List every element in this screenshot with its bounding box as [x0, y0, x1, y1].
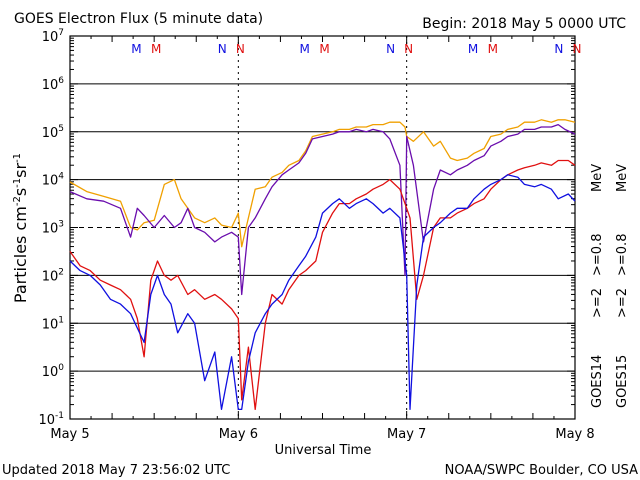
legend-goes14: GOES14 [590, 355, 605, 408]
marker-m: M [300, 42, 310, 56]
series-line-3 [69, 174, 576, 411]
y-tick-label: 103 [42, 220, 64, 237]
marker-n: N [218, 42, 227, 56]
series-line-0 [69, 119, 576, 248]
y-tick-labels: 107 106 105 104 103 102 101 100 10-1 [38, 28, 64, 428]
series-line-2 [69, 159, 576, 411]
y-tick-label: 105 [42, 124, 64, 141]
y-tick-label: 107 [42, 28, 64, 45]
y-axis-label: Particles cm-2s-1sr-1 [11, 153, 30, 303]
series-line-1 [69, 123, 576, 296]
legend-goes14-2mev: >=2 [590, 288, 605, 318]
updated-time: Updated 2018 May 7 23:56:02 UTC [2, 463, 230, 478]
day-separators [69, 36, 576, 419]
gridlines [70, 35, 575, 420]
marker-m: M [151, 42, 161, 56]
y-tick-label: 104 [42, 172, 65, 189]
chart-title: GOES Electron Flux (5 minute data) [14, 11, 263, 27]
marker-n: N [404, 42, 413, 56]
begin-time: Begin: 2018 May 5 0000 UTC [422, 16, 626, 32]
credit-line: NOAA/SWPC Boulder, CO USA [445, 463, 638, 478]
marker-m: M [488, 42, 498, 56]
marker-m: M [131, 42, 141, 56]
marker-n: N [554, 42, 563, 56]
y-tick-label: 100 [42, 363, 65, 380]
x-tick-label: May 7 [387, 427, 426, 442]
y-tick-label: 10-1 [38, 411, 64, 428]
legend-mev-15: MeV [615, 164, 630, 192]
x-tick-label: May 8 [555, 427, 594, 442]
legend-goes14-08mev: >=0.8 [590, 234, 605, 276]
y-tick-label: 106 [42, 76, 65, 93]
y-tick-label: 101 [42, 315, 64, 332]
legend-goes15: GOES15 [615, 355, 630, 408]
legend-goes15-2mev: >=2 [615, 288, 630, 318]
marker-n: N [236, 42, 245, 56]
marker-m: M [468, 42, 478, 56]
legend-mev-14: MeV [590, 164, 605, 192]
marker-n: N [386, 42, 395, 56]
series-layer [69, 119, 576, 411]
x-tick-labels: May 5 May 6 May 7 May 8 [50, 427, 594, 442]
x-axis-label: Universal Time [275, 443, 372, 458]
marker-n: N [573, 42, 582, 56]
marker-m: M [319, 42, 329, 56]
y-tick-label: 102 [42, 267, 64, 284]
legend: GOES14 GOES15 >=2 >=0.8 MeV >=2 >=0.8 Me… [590, 164, 630, 408]
x-tick-label: May 5 [50, 427, 89, 442]
legend-goes15-08mev: >=0.8 [615, 234, 630, 276]
x-tick-label: May 6 [219, 427, 258, 442]
